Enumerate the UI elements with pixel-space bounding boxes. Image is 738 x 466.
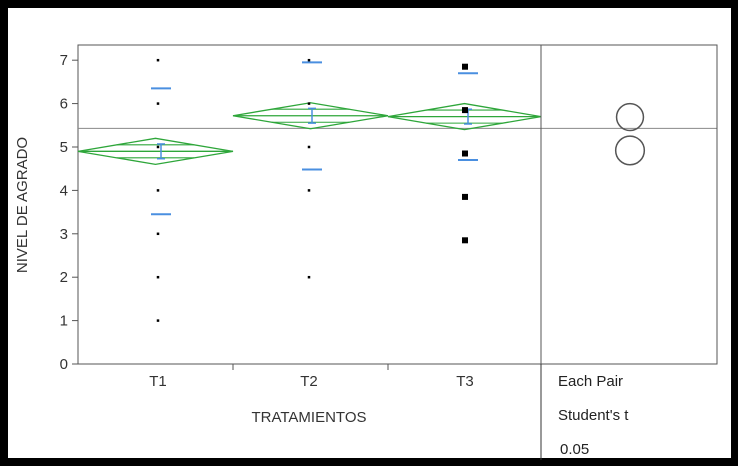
comparison-circle <box>615 102 645 132</box>
data-point <box>307 145 311 149</box>
data-point <box>462 107 468 114</box>
y-axis: 0 1 2 3 4 5 6 7 <box>60 52 78 373</box>
data-point <box>156 319 160 322</box>
error-bars <box>151 61 478 216</box>
data-point <box>156 275 160 279</box>
x-tick-label: T3 <box>456 373 474 390</box>
data-point <box>462 63 468 70</box>
comparison-label-test: Each Pair <box>558 373 623 390</box>
y-tick-label: 4 <box>60 182 68 199</box>
data-point <box>307 275 311 279</box>
y-tick-label: 5 <box>60 139 68 156</box>
data-point <box>462 193 468 200</box>
y-tick-label: 7 <box>60 52 68 69</box>
y-tick-label: 6 <box>60 96 68 113</box>
data-points <box>156 58 468 322</box>
comparison-circles-panel <box>540 44 718 460</box>
data-point <box>156 58 160 62</box>
means-diamonds <box>77 102 542 166</box>
y-axis-label: NIVEL DE AGRADO <box>14 137 31 273</box>
comparison-label-method: Student's t <box>558 407 629 424</box>
comparison-label-alpha: 0.05 <box>560 441 589 458</box>
x-tick-label: T1 <box>149 373 167 390</box>
x-axis-label: TRATAMIENTOS <box>251 409 366 426</box>
data-point <box>462 237 468 244</box>
y-tick-label: 2 <box>60 269 68 286</box>
data-point <box>307 102 311 105</box>
plot-area-border <box>77 44 542 365</box>
data-point <box>307 58 311 62</box>
y-tick-label: 1 <box>60 313 68 330</box>
data-point <box>462 150 468 157</box>
data-point <box>156 232 160 236</box>
comparison-panel-border <box>540 44 718 365</box>
main-plot-panel <box>77 44 717 365</box>
data-point <box>156 189 160 192</box>
data-point <box>156 145 160 149</box>
data-point <box>307 189 311 192</box>
y-tick-label: 0 <box>60 356 68 373</box>
data-point <box>156 102 160 105</box>
x-axis: T1 T2 T3 <box>149 364 474 390</box>
y-tick-label: 3 <box>60 226 68 243</box>
x-tick-label: T2 <box>300 373 318 390</box>
comparison-circle <box>614 135 646 166</box>
